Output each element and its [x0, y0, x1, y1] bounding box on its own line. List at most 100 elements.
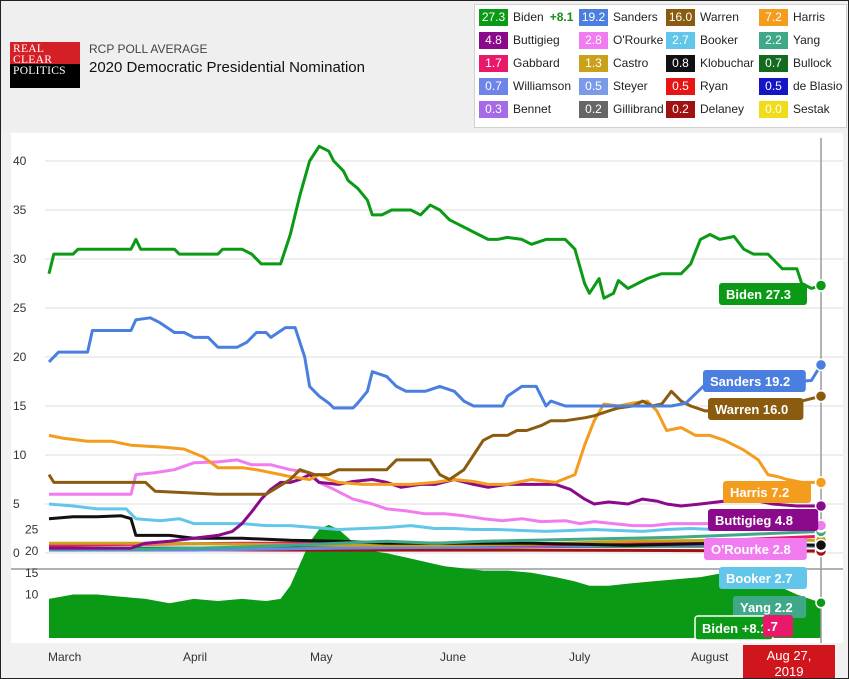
series-line-biden[interactable]: [47, 144, 822, 300]
legend-name: Williamson: [513, 79, 572, 93]
legend-item-buttigieg[interactable]: 4.8 Buttigieg: [479, 31, 560, 49]
series-line-castro[interactable]: [49, 538, 821, 547]
legend-value: 2.7: [666, 31, 695, 49]
end-tag-booker: [719, 567, 807, 589]
legend-item-bennet[interactable]: 0.3 Bennet: [479, 100, 551, 118]
legend-name: Harris: [793, 10, 825, 24]
legend-value: 0.3: [479, 100, 508, 118]
legend-item-gabbard[interactable]: 1.7 Gabbard: [479, 54, 560, 72]
legend-item-castro[interactable]: 1.3 Castro: [579, 54, 648, 72]
series-end-point-harris[interactable]: [814, 476, 828, 489]
legend-item-yang[interactable]: 2.2 Yang: [759, 31, 820, 49]
date-marker: Aug 27, 2019: [743, 645, 835, 679]
end-tag-o-rourke: [704, 538, 807, 560]
legend-item-gillibrand[interactable]: 0.2 Gillibrand: [579, 100, 664, 118]
legend-name: Biden: [513, 10, 544, 24]
legend-value: 27.3: [479, 8, 508, 26]
series-end-point-sanders[interactable]: [814, 358, 828, 372]
legend-item-klobuchar[interactable]: 0.8 Klobuchar: [666, 54, 754, 72]
legend-value: 1.3: [579, 54, 608, 72]
y-tick-15: 15: [13, 399, 27, 413]
month-label-march: March: [48, 650, 82, 664]
legend-value: 0.8: [666, 54, 695, 72]
legend-value: 0.2: [666, 100, 695, 118]
series-line-warren[interactable]: [47, 389, 822, 496]
series-line-o-rourke[interactable]: [49, 458, 821, 528]
series-end-point-buttigieg[interactable]: [814, 499, 828, 513]
rcp-logo: REAL CLEAR POLITICS: [10, 42, 80, 88]
legend-item-o-rourke[interactable]: 2.8 O'Rourke: [579, 31, 663, 49]
legend-value: 0.5: [579, 77, 608, 95]
series-end-point-biden[interactable]: [814, 279, 828, 292]
legend-name: Bullock: [793, 56, 832, 70]
month-label-june: June: [440, 650, 467, 664]
legend-value: 0.7: [479, 77, 508, 95]
series-line-harris[interactable]: [48, 399, 821, 486]
end-tag-label-warren: Warren 16.0: [715, 402, 788, 417]
gabbard-partial-tag: [763, 615, 793, 637]
gabbard-partial-label: .7: [767, 619, 778, 634]
legend-value: 4.8: [479, 31, 508, 49]
month-label-august: August: [691, 650, 729, 664]
legend-item-sestak[interactable]: 0.0 Sestak: [759, 100, 830, 118]
legend-item-booker[interactable]: 2.7 Booker: [666, 31, 738, 49]
legend-name: Yang: [793, 33, 821, 47]
series-line-booker[interactable]: [48, 502, 821, 533]
end-tag-label-yang: Yang 2.2: [740, 600, 793, 615]
chart-area[interactable]: 0 5 10 15 20 25 30 35 40 10 15 20 25 Biden 27.3 Sander…: [11, 133, 843, 667]
legend-value: 19.2: [579, 8, 608, 26]
legend-item-biden[interactable]: 27.3 Biden +8.1: [479, 8, 573, 26]
legend-item-harris[interactable]: 7.2 Harris: [759, 8, 825, 26]
legend-name: Bennet: [513, 102, 552, 116]
end-tag-harris: [723, 481, 811, 503]
end-tag-yang: [733, 596, 807, 618]
y-tick-10: 10: [13, 448, 27, 462]
logo-line-2: CLEAR: [13, 54, 53, 66]
month-label-april: April: [183, 650, 208, 664]
y-tick-40: 40: [13, 154, 27, 168]
series-line-yang[interactable]: [49, 529, 822, 551]
end-tag-biden: [719, 283, 807, 305]
lead-y-tick-25: 25: [25, 522, 39, 536]
header: REAL CLEAR POLITICS RCP POLL AVERAGE 202…: [1, 1, 848, 131]
legend-name: Buttigieg: [513, 33, 560, 47]
lead-y-tick-10: 10: [25, 588, 39, 602]
end-tag-label-biden: Biden 27.3: [726, 287, 791, 302]
lead-y-tick-15: 15: [25, 566, 39, 580]
y-tick-5: 5: [13, 497, 20, 511]
date-line-2: 2019: [774, 664, 804, 679]
end-tag-label-sanders: Sanders 19.2: [710, 374, 790, 389]
legend-name: Warren: [700, 10, 739, 24]
series-end-point-warren[interactable]: [814, 389, 828, 403]
legend-value: 1.7: [479, 54, 508, 72]
end-tag-warren: [708, 398, 804, 420]
y-tick-0: 0: [13, 546, 20, 560]
legend-value: 0.2: [579, 100, 608, 118]
legend-value: 2.2: [759, 31, 788, 49]
month-label-may: May: [310, 650, 333, 664]
series-end-point-klobuchar[interactable]: [814, 538, 828, 552]
legend-item-de-blasio[interactable]: 0.5 de Blasio: [759, 77, 842, 95]
legend-name: Steyer: [613, 79, 648, 93]
legend-value: 0.0: [759, 100, 788, 118]
series-line-sanders[interactable]: [47, 316, 823, 410]
legend-item-sanders[interactable]: 19.2 Sanders: [579, 8, 658, 26]
legend-item-steyer[interactable]: 0.5 Steyer: [579, 77, 648, 95]
series-line-klobuchar[interactable]: [48, 514, 822, 547]
polling-chart[interactable]: 0 5 10 15 20 25 30 35 40 10 15 20 25 Biden 27.3 Sander…: [11, 133, 843, 667]
page-title: 2020 Democratic Presidential Nomination: [89, 59, 365, 76]
lead-end-point: [815, 597, 827, 609]
legend-value: 2.8: [579, 31, 608, 49]
date-line-1: Aug 27,: [766, 648, 812, 663]
legend-item-warren[interactable]: 16.0 Warren: [666, 8, 739, 26]
legend-item-williamson[interactable]: 0.7 Williamson: [479, 77, 571, 95]
legend-name: Booker: [700, 33, 739, 47]
legend-value: 0.5: [759, 77, 788, 95]
legend-item-bullock[interactable]: 0.7 Bullock: [759, 54, 832, 72]
candidate-legend: 27.3 Biden +8.1 19.2 Sanders 16.0 Warren 7.2 Har…: [474, 4, 847, 128]
legend-value: 16.0: [666, 8, 695, 26]
legend-item-ryan[interactable]: 0.5 Ryan: [666, 77, 728, 95]
y-tick-30: 30: [13, 252, 27, 266]
legend-value: 7.2: [759, 8, 788, 26]
legend-item-delaney[interactable]: 0.2 Delaney: [666, 100, 744, 118]
